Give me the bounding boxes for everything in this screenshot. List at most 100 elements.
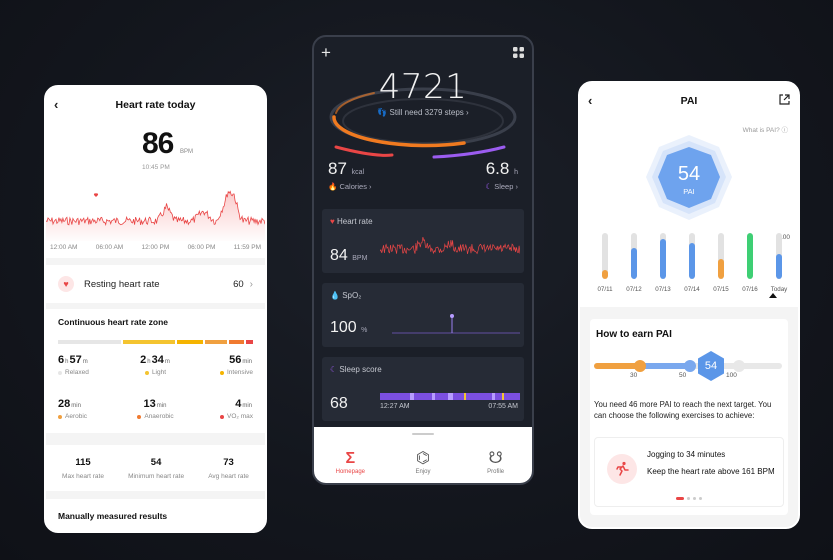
heart-rate-sparkline — [380, 237, 520, 255]
pai-header: ‹ PAI — [580, 83, 798, 119]
milestone-dot — [733, 360, 745, 372]
spo2-chart — [392, 314, 520, 334]
pai-bar-label: 07/14 — [684, 286, 700, 293]
pai-bar-label: 07/11 — [597, 286, 613, 293]
sleep-value: 6.8 h — [485, 159, 518, 178]
zone-segment — [204, 340, 227, 344]
zone-cell: 6h57m Relaxed — [58, 354, 89, 376]
tab-profile[interactable]: ☋ Profile — [466, 449, 526, 475]
sleep-score-card[interactable]: ☾ Sleep score 68 12:27 AM 07:55 AM — [322, 357, 524, 421]
grid-menu-icon[interactable] — [513, 47, 524, 58]
pager-dot[interactable] — [687, 497, 690, 500]
spo2-card[interactable]: 💧 SpO₂ 100 % — [322, 283, 524, 347]
axis-label: 06:00 AM — [95, 244, 124, 251]
card-value: 68 — [330, 395, 348, 412]
running-icon — [607, 454, 637, 484]
pai-bar[interactable] — [689, 233, 695, 279]
heart-rate-stats: 115 Max heart rate 54 Minimum heart rate 7… — [46, 445, 265, 491]
zone-segment — [176, 340, 203, 344]
tab-homepage[interactable]: Σ Homepage — [320, 449, 380, 475]
today-marker-icon — [769, 293, 777, 298]
pai-score-badge — [646, 135, 732, 220]
pai-bar[interactable] — [718, 233, 724, 279]
steps-remaining[interactable]: 👣 Still need 3279 steps › — [377, 108, 469, 117]
pai-score-label: PAI — [683, 187, 695, 196]
heart-rate-card[interactable]: ♥ Heart rate 84 BPM — [322, 209, 524, 273]
zone-cell: 2h34m Light — [140, 354, 170, 376]
what-is-pai-link[interactable]: What is PAI? ⓘ — [742, 127, 788, 134]
heart-rate-header-section: ‹ Heart rate today 86 BPM 10:45 PM 12:00… — [46, 87, 265, 258]
zone-dot — [220, 414, 224, 419]
zone-cell: 56min Intensive — [188, 354, 253, 376]
pager-dot[interactable] — [699, 497, 702, 500]
zone-segment — [122, 340, 175, 344]
zone-dot — [219, 370, 224, 375]
zone-dot — [58, 414, 62, 419]
exercise-title: Jogging to 34 minutes — [647, 450, 726, 459]
back-arrow-icon[interactable]: ‹ — [588, 93, 593, 108]
pai-bar-fill — [602, 269, 608, 279]
pai-bar-fill — [747, 233, 753, 279]
exercise-card[interactable]: Jogging to 34 minutes Keep the heart rat… — [594, 437, 784, 507]
milestone-dot — [634, 360, 646, 372]
drag-handle[interactable] — [412, 433, 434, 435]
zone-grid: 6h57m Relaxed 2h34m Light 56min Intensive 28mi… — [58, 354, 253, 420]
profile-icon: ☋ — [488, 450, 503, 467]
zone-segment — [228, 340, 244, 344]
card-title: Heart rate — [336, 217, 373, 226]
heart-rate-zone-card: Continuous heart rate zone 6h57m Relaxed 2… — [46, 309, 265, 433]
pai-bar[interactable] — [747, 233, 753, 279]
min-heart-rate: 54 Minimum heart rate — [128, 456, 185, 480]
step-count: 4721 — [378, 67, 468, 107]
moon-icon: ☾ — [330, 365, 338, 374]
share-icon[interactable] — [779, 94, 790, 105]
card-title: SpO₂ — [342, 291, 362, 300]
chevron-right-icon: › — [249, 278, 253, 290]
progress-fill-orange — [594, 363, 642, 369]
activity-rings — [329, 87, 517, 159]
pai-bar[interactable] — [602, 233, 608, 279]
pai-bar-label: Today — [770, 286, 788, 293]
heart-icon: ♥ — [58, 276, 74, 292]
zone-cell: 4min VO₂ max — [188, 398, 253, 420]
dashboard-screen: + 4721 👣 Still need 3279 steps › 87 kcal… — [312, 35, 534, 485]
add-icon[interactable]: + — [321, 43, 331, 62]
pai-score: 54 — [677, 163, 701, 185]
pai-progress-slider — [594, 360, 782, 372]
enjoy-icon: ⌬ — [416, 450, 430, 467]
pai-bar[interactable] — [631, 233, 637, 279]
pai-bar-fill — [689, 243, 695, 279]
max-heart-rate: 115 Max heart rate — [62, 456, 104, 480]
measurement-time: 10:45 PM — [142, 164, 170, 171]
earn-pai-card: How to earn PAI 54 30 50 100 You need 46… — [590, 319, 788, 515]
axis-label: 12:00 AM — [50, 244, 78, 251]
pager-dot[interactable] — [693, 497, 696, 500]
milestone-dot — [684, 360, 696, 372]
page-title: Heart rate today — [115, 99, 196, 111]
droplet-icon: 💧 — [330, 291, 340, 300]
current-heart-rate: 86 — [142, 127, 174, 160]
pai-bar-fill — [776, 254, 782, 279]
axis-label: 12:00 PM — [141, 244, 170, 251]
flame-icon: 🔥 — [328, 182, 338, 191]
pai-bar[interactable] — [660, 233, 666, 279]
resting-label: Resting heart rate — [84, 278, 160, 290]
resting-heart-rate-row[interactable]: ♥ Resting heart rate 60 › — [46, 265, 265, 303]
sleep-link[interactable]: ☾ Sleep › — [485, 182, 518, 191]
calories-link[interactable]: 🔥 Calories › — [328, 182, 372, 191]
chart-axis: 12:00 AM 06:00 AM 12:00 PM 06:00 PM 11:5… — [50, 244, 261, 251]
tab-enjoy[interactable]: ⌬ Enjoy — [393, 449, 453, 475]
heart-icon: ♥ — [330, 217, 335, 226]
card-title: Sleep score — [339, 365, 382, 374]
zone-segment — [58, 340, 121, 344]
pai-top-section: ‹ PAI What is PAI? ⓘ 54 PAI 100 07/11 07/… — [580, 83, 798, 307]
manual-results-row[interactable]: Manually measured results — [46, 499, 265, 531]
pai-bar-label: 07/12 — [626, 286, 642, 293]
pager-dot[interactable] — [676, 497, 684, 500]
exercise-detail: Keep the heart rate above 161 BPM — [647, 467, 775, 476]
heart-marker-icon — [93, 193, 99, 197]
pai-bar[interactable] — [776, 233, 782, 279]
page-title: PAI — [680, 95, 698, 107]
back-arrow-icon[interactable]: ‹ — [54, 97, 59, 112]
sleep-start-time: 12:27 AM — [380, 403, 410, 410]
